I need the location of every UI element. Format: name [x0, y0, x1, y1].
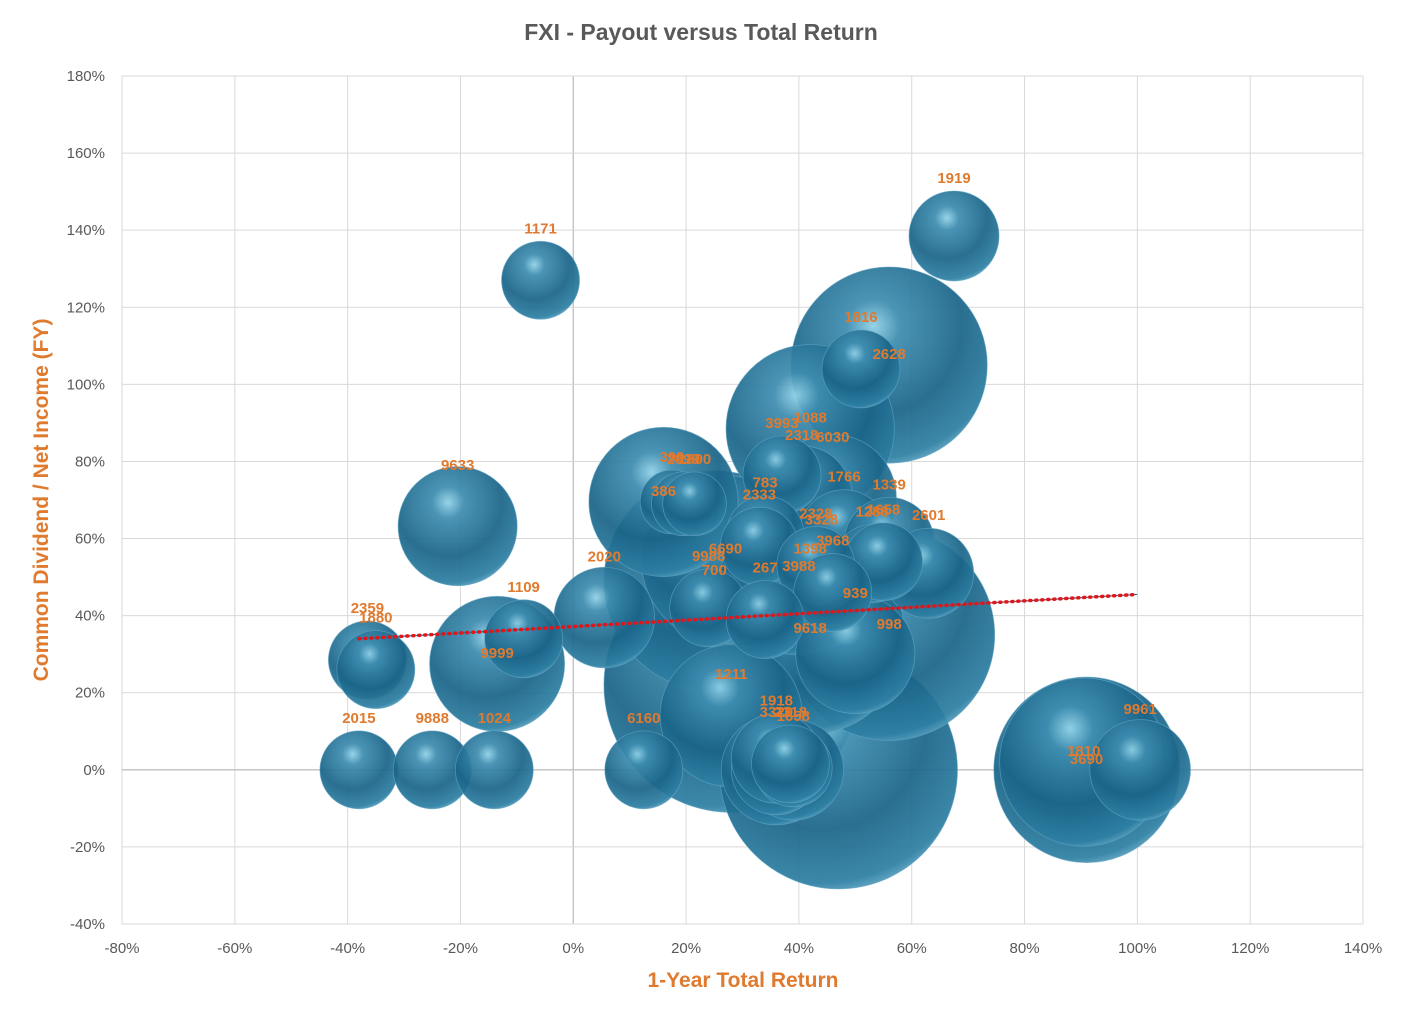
point-label: 1024: [478, 710, 512, 727]
bubble: [751, 724, 830, 804]
x-tick-label: -20%: [443, 940, 478, 957]
point-label: 386: [651, 483, 676, 500]
x-tick-label: -80%: [104, 940, 139, 957]
y-tick-label: 100%: [67, 376, 105, 393]
point-label: 1088: [794, 410, 827, 427]
point-label: 3690: [1070, 751, 1103, 768]
point-label: 1658: [867, 502, 900, 519]
point-label: 1339: [872, 476, 905, 493]
point-label: 6690: [709, 541, 742, 558]
x-tick-label: -60%: [217, 940, 252, 957]
point-label: 1816: [844, 309, 877, 326]
bubble: [725, 580, 805, 659]
point-label: 2333: [743, 486, 776, 503]
point-label: 998: [877, 616, 902, 633]
point-label: 2015: [342, 710, 375, 727]
bubble: [484, 599, 564, 679]
point-label: 2601: [912, 507, 945, 524]
y-tick-label: 140%: [67, 222, 105, 239]
point-label: 1288: [856, 504, 889, 521]
point-label: 1880: [359, 610, 392, 627]
x-tick-label: 40%: [784, 940, 814, 957]
point-label: 2318: [774, 704, 807, 721]
bubble: [662, 471, 727, 537]
point-label: 9961: [1123, 701, 1156, 718]
bubble: [908, 190, 1000, 282]
point-label: 2020: [588, 549, 621, 566]
point-label: 1109: [507, 579, 540, 596]
bubble: [1089, 719, 1191, 821]
point-label: 9888: [416, 710, 449, 727]
point-label: 2628: [872, 346, 905, 363]
point-label: 939: [843, 585, 868, 602]
x-tick-label: -40%: [330, 940, 365, 957]
y-tick-label: 80%: [75, 453, 105, 470]
y-tick-label: 60%: [75, 531, 105, 548]
bubble: [553, 566, 656, 669]
bubble: [319, 730, 399, 810]
bubble: [454, 730, 534, 810]
x-tick-label: 20%: [671, 940, 701, 957]
y-axis-title: Common Dividend / Net Income (FY): [30, 319, 53, 682]
bubble: [604, 730, 684, 810]
bubble: [821, 329, 901, 409]
x-tick-label: 120%: [1231, 940, 1269, 957]
point-label: 2328: [799, 506, 832, 523]
point-label: 3968: [816, 533, 849, 550]
point-label: 9618: [794, 620, 827, 637]
trendline-dots: [357, 592, 1140, 641]
x-axis-title: 1-Year Total Return: [648, 969, 839, 992]
x-tick-label: 0%: [562, 940, 584, 957]
y-tick-label: 160%: [67, 145, 105, 162]
point-label: 2899: [667, 451, 700, 468]
point-label: 9999: [480, 645, 513, 662]
point-label: 2318: [785, 427, 818, 444]
point-label: 3328: [805, 511, 838, 528]
x-tick-label: 60%: [897, 940, 927, 957]
x-tick-label: 80%: [1010, 940, 1040, 957]
chart-title: FXI - Payout versus Total Return: [524, 19, 878, 45]
point-label: 2359: [351, 600, 384, 617]
y-tick-label: 0%: [83, 762, 105, 779]
bubble: [501, 240, 580, 320]
point-label: 1810: [1067, 743, 1100, 760]
bubble: [397, 466, 518, 587]
point-label: 783: [753, 475, 778, 492]
point-label: 9988: [692, 548, 725, 565]
point-label: 1766: [827, 469, 860, 486]
point-label: 1800: [678, 451, 711, 468]
y-tick-label: -40%: [70, 916, 105, 933]
point-label: 6160: [627, 710, 660, 727]
point-label: 1919: [937, 170, 970, 187]
point-label: 3320: [760, 704, 793, 721]
point-label: 1211: [715, 666, 748, 683]
bubble: [336, 630, 416, 709]
point-label: 1398: [794, 541, 827, 558]
point-label: 3988: [782, 558, 815, 575]
point-label: 6030: [816, 429, 849, 446]
trendline: [357, 592, 1140, 641]
point-label: 9633: [441, 457, 474, 474]
point-label: 390: [659, 449, 684, 466]
point-label: 267: [753, 560, 778, 577]
point-label: 1171: [524, 220, 557, 237]
bubbles: [319, 190, 1191, 890]
point-label: 1918: [760, 692, 793, 709]
point-label: 700: [702, 562, 727, 579]
x-tick-label: 100%: [1118, 940, 1156, 957]
x-tick-label: 140%: [1344, 940, 1382, 957]
y-tick-label: 20%: [75, 685, 105, 702]
tick-labels: -80% -60% -40% -20% 0% 20% 40% 60% 80% 100% 120% 14…: [67, 68, 1383, 957]
y-tick-label: 180%: [67, 68, 105, 85]
y-tick-label: 40%: [75, 608, 105, 625]
y-tick-label: -20%: [70, 839, 105, 856]
y-tick-label: 120%: [67, 299, 105, 316]
point-label: 3993: [765, 415, 798, 432]
point-label: 1658: [777, 708, 810, 725]
